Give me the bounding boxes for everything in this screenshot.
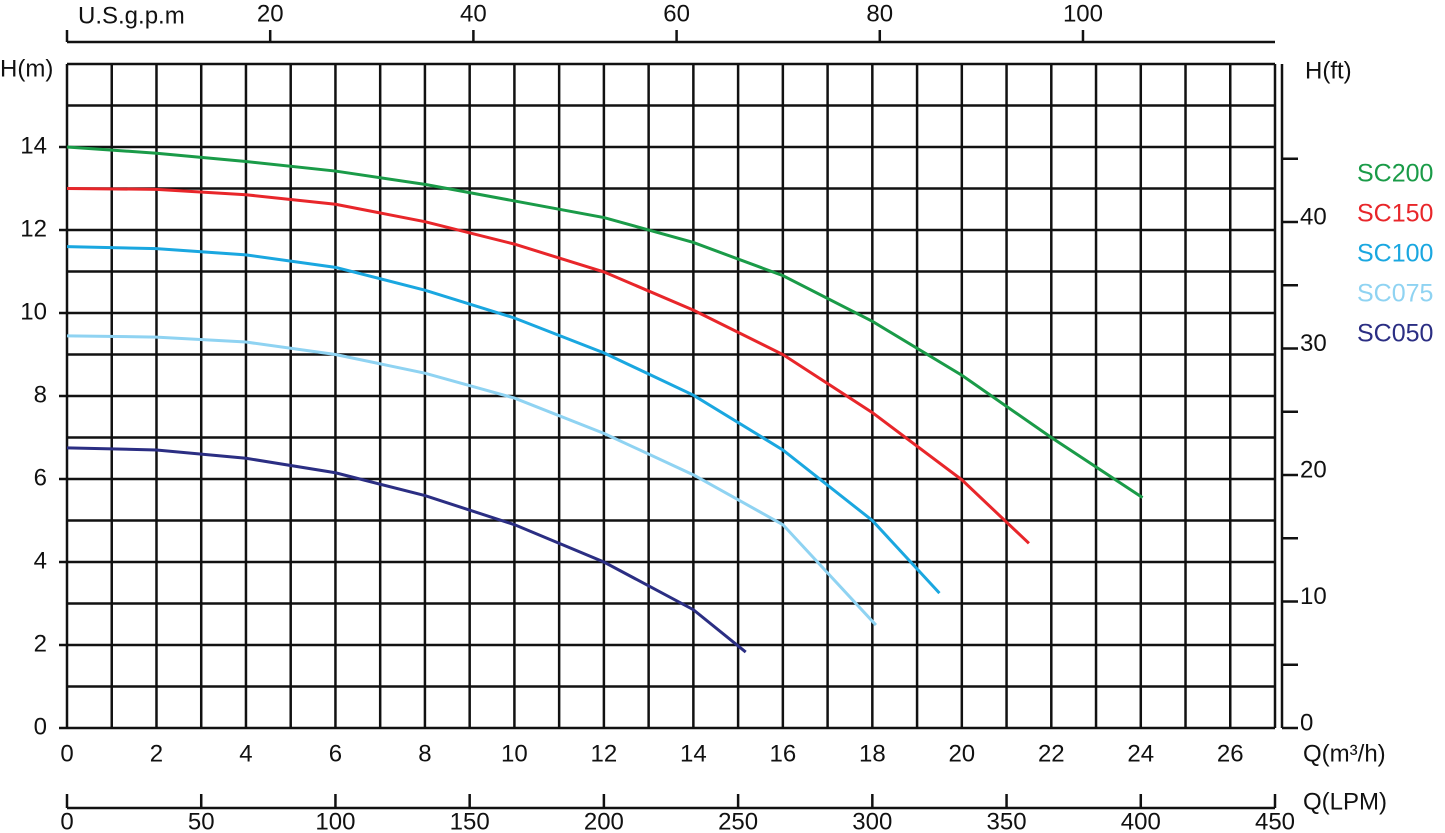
- x-tick-label: 10: [501, 740, 528, 767]
- x-tick-label: 14: [680, 740, 707, 767]
- y-tick-label: 0: [34, 713, 47, 740]
- gpm-tick-label: 80: [866, 0, 893, 27]
- gpm-tick-label: 40: [460, 0, 487, 27]
- x-axis-label: Q(m³/h): [1303, 740, 1386, 767]
- y-tick-label: 12: [20, 215, 47, 242]
- y-tick-label: 6: [34, 464, 47, 491]
- lpm-tick-label: 200: [584, 808, 624, 833]
- lpm-tick-label: 0: [60, 808, 73, 833]
- x-tick-label: 12: [591, 740, 618, 767]
- legend-label: SC200: [1357, 160, 1433, 188]
- x-tick-label: 16: [770, 740, 797, 767]
- pump-curve: [66, 334, 878, 627]
- y-tick-label: 14: [20, 132, 47, 159]
- pump-curve: [66, 245, 941, 595]
- y-tick-label: 4: [34, 547, 47, 574]
- lpm-tick-label: 450: [1255, 808, 1295, 833]
- legend-label: SC050: [1357, 320, 1433, 348]
- legend-label: SC150: [1357, 200, 1433, 228]
- gpm-axis-label: U.S.g.p.m: [78, 2, 185, 29]
- y-tick-label: 8: [34, 381, 47, 408]
- x-tick-label: 8: [418, 740, 431, 767]
- lpm-tick-label: 250: [718, 808, 758, 833]
- pump-curve: [66, 187, 1030, 545]
- legend-label: SC075: [1357, 280, 1433, 308]
- y2-tick-label: 10: [1300, 583, 1327, 610]
- y2-tick-label: 0: [1300, 709, 1313, 736]
- y2-tick-label: 20: [1300, 456, 1327, 483]
- x-tick-label: 2: [150, 740, 163, 767]
- x-tick-label: 18: [859, 740, 886, 767]
- lpm-tick-label: 400: [1121, 808, 1161, 833]
- gpm-tick-label: 20: [257, 0, 284, 27]
- lpm-tick-label: 300: [852, 808, 892, 833]
- y2-tick-label: 30: [1300, 330, 1327, 357]
- x-tick-label: 20: [948, 740, 975, 767]
- y2-tick-label: 40: [1300, 203, 1327, 230]
- lpm-axis-label: Q(LPM): [1303, 788, 1387, 815]
- x-tick-label: 6: [329, 740, 342, 767]
- gpm-tick-label: 100: [1063, 0, 1103, 27]
- y-tick-label: 2: [34, 630, 47, 657]
- gpm-tick-label: 60: [663, 0, 690, 27]
- pump-curve: [66, 145, 1144, 499]
- x-tick-label: 4: [239, 740, 252, 767]
- x-tick-label: 22: [1038, 740, 1065, 767]
- x-tick-label: 26: [1217, 740, 1244, 767]
- lpm-tick-label: 150: [450, 808, 490, 833]
- y-axis-label: H(m): [0, 55, 53, 82]
- x-tick-label: 0: [60, 740, 73, 767]
- y-tick-label: 10: [20, 298, 47, 325]
- y2-axis-label: H(ft): [1305, 57, 1352, 84]
- legend-label: SC100: [1357, 240, 1433, 268]
- lpm-tick-label: 350: [987, 808, 1027, 833]
- x-tick-label: 24: [1127, 740, 1154, 767]
- pump-curve: [66, 446, 747, 654]
- lpm-tick-label: 100: [315, 808, 355, 833]
- lpm-tick-label: 50: [188, 808, 215, 833]
